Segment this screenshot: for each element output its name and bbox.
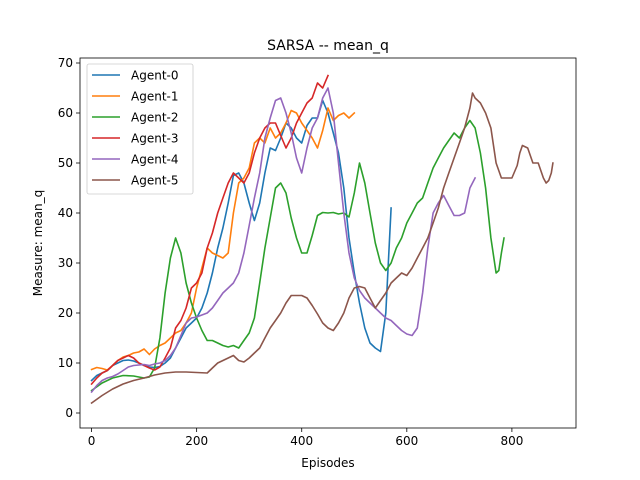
legend-label-agent-1: Agent-1 — [131, 90, 178, 104]
y-tick-label: 30 — [58, 256, 73, 270]
y-tick-label: 10 — [58, 356, 73, 370]
y-tick-label: 70 — [58, 56, 73, 70]
x-tick-label: 200 — [185, 434, 208, 448]
series-line-agent-5 — [90, 92, 554, 405]
series-line-agent-2 — [90, 119, 505, 392]
series-line-agent-3 — [90, 74, 330, 386]
plot-frame — [79, 57, 577, 429]
x-tick-label: 0 — [88, 434, 96, 448]
series-lines — [90, 74, 554, 405]
legend-label-agent-4: Agent-4 — [131, 153, 178, 167]
y-tick-label: 60 — [58, 106, 73, 120]
legend-label-agent-3: Agent-3 — [131, 132, 178, 146]
x-tick-label: 400 — [290, 434, 313, 448]
y-axis-title: Measure: mean_q — [31, 190, 45, 297]
axis-ticks: 0 200 400 600 800 0 10 20 30 40 50 60 70 — [58, 56, 524, 448]
x-axis-title: Episodes — [301, 456, 354, 470]
legend-label-agent-5: Agent-5 — [131, 174, 178, 188]
y-tick-label: 40 — [58, 206, 73, 220]
legend: Agent-0 Agent-1 Agent-2 Agent-3 Agent-4 Agent… — [86, 63, 194, 195]
x-tick-label: 800 — [500, 434, 523, 448]
legend-label-agent-0: Agent-0 — [131, 69, 178, 83]
legend-label-agent-2: Agent-2 — [131, 111, 178, 125]
legend-items: Agent-0 Agent-1 Agent-2 Agent-3 Agent-4 Agent… — [92, 69, 178, 188]
chart-title: SARSA -- mean_q — [267, 38, 389, 54]
y-tick-label: 50 — [58, 156, 73, 170]
y-tick-label: 20 — [58, 306, 73, 320]
y-tick-label: 0 — [65, 406, 73, 420]
series-line-agent-4 — [90, 87, 477, 394]
x-tick-label: 600 — [395, 434, 418, 448]
